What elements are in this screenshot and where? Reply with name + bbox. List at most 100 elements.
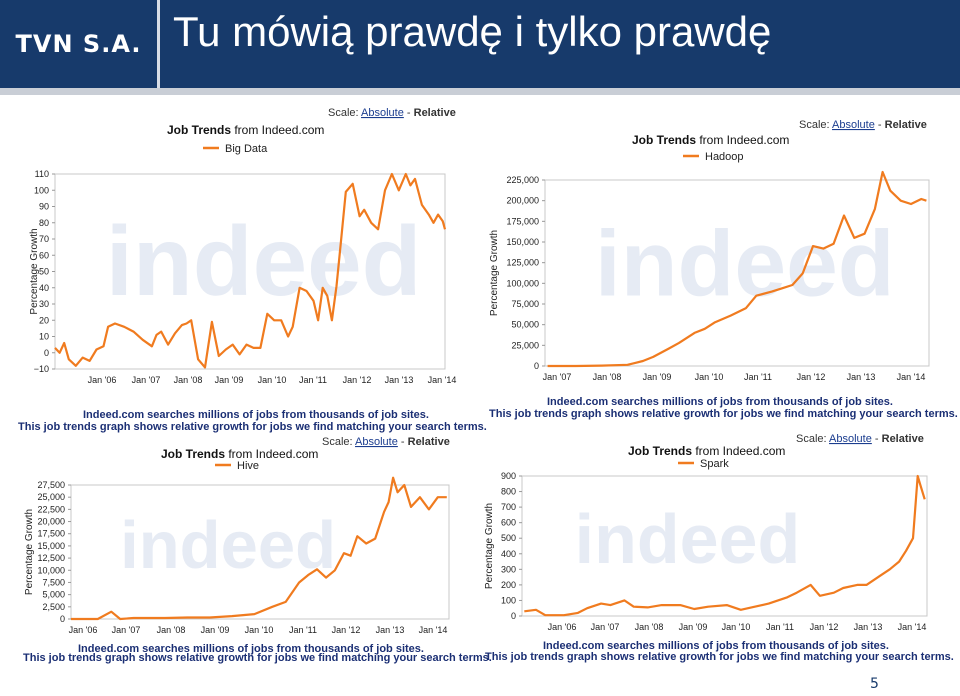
y-tick-label: 22,500 [37, 504, 65, 514]
y-tick-label: 10 [39, 332, 49, 342]
scale-relative: Relative [885, 119, 927, 131]
plot-area [544, 179, 930, 367]
indeed-watermark: indeed [575, 500, 801, 578]
footer-text-line2: This job trends graph shows relative gro… [18, 421, 487, 433]
y-tick-label: 5,000 [42, 590, 65, 600]
trend-chart: Scale: Absolute - Relative Job Trends fro… [23, 436, 492, 664]
x-tick-label: Jan '10 [258, 375, 287, 385]
x-tick-label: Jan '12 [343, 375, 372, 385]
y-tick-label: 50,000 [511, 320, 539, 330]
y-tick-label: 25,000 [37, 492, 65, 502]
x-tick-label: Jan '11 [744, 372, 772, 382]
x-tick-label: Jan '10 [245, 625, 274, 635]
scale-selector: Scale: Absolute - Relative [328, 107, 456, 119]
scale-selector: Scale: Absolute - Relative [322, 436, 450, 448]
indeed-watermark: indeed [120, 508, 336, 583]
scale-label: Scale: [799, 119, 832, 131]
y-axis-label: Percentage Growth [489, 230, 500, 316]
series-line-hive [71, 476, 447, 621]
slide-header [0, 0, 960, 88]
chart-title-main: Job Trends [628, 444, 692, 458]
chart-panel-spark: Scale: Absolute - Relative Job Trends fro… [478, 428, 954, 668]
y-tick-label: 175,000 [506, 216, 539, 226]
scale-absolute-link[interactable]: Absolute [361, 107, 404, 119]
x-tick-label: Jan '11 [299, 375, 327, 385]
y-tick-label: 200 [501, 580, 516, 590]
scale-selector: Scale: Absolute - Relative [799, 119, 927, 131]
y-tick-label: 600 [501, 518, 516, 528]
scale-absolute-link[interactable]: Absolute [829, 433, 872, 445]
y-tick-label: 27,500 [37, 480, 65, 490]
scale-label: Scale: [796, 433, 829, 445]
y-tick-label: 100 [501, 595, 516, 605]
scale-label: Scale: [322, 436, 355, 448]
y-tick-label: 2,500 [42, 602, 65, 612]
x-tick-label: Jan '09 [215, 375, 244, 385]
header-divider [157, 0, 160, 88]
y-tick-label: 50 [39, 267, 49, 277]
y-axis-label: Percentage Growth [484, 503, 495, 589]
legend-label: Hive [237, 460, 259, 472]
y-tick-label: 90 [39, 202, 49, 212]
y-tick-label: 400 [501, 549, 516, 559]
header-underline [0, 88, 960, 95]
x-tick-label: Jan '14 [419, 625, 448, 635]
scale-relative: Relative [414, 107, 456, 119]
y-tick-label: −10 [34, 364, 49, 374]
x-tick-label: Jan '08 [174, 375, 203, 385]
x-tick-label: Jan '06 [548, 622, 577, 632]
y-tick-label: 100,000 [506, 278, 539, 288]
y-tick-label: 25,000 [511, 340, 539, 350]
x-tick-label: Jan '10 [695, 372, 724, 382]
scale-absolute-link[interactable]: Absolute [832, 119, 875, 131]
x-tick-label: Jan '09 [679, 622, 708, 632]
x-tick-label: Jan '11 [766, 622, 794, 632]
y-tick-label: 30 [39, 299, 49, 309]
y-tick-label: 12,500 [37, 553, 65, 563]
scale-absolute-link[interactable]: Absolute [355, 436, 398, 448]
company-logo: TVN S.A. [0, 0, 157, 88]
chart-title: Job Trends from Indeed.com [628, 444, 785, 458]
trend-chart: Scale: Absolute - Relative Job Trends fro… [484, 433, 954, 663]
y-tick-label: 125,000 [506, 258, 539, 268]
x-tick-label: Jan '08 [593, 372, 622, 382]
indeed-watermark: indeed [595, 211, 895, 315]
chart-title-source: from Indeed.com [696, 133, 789, 147]
y-tick-label: 0 [60, 614, 65, 624]
logo-text: TVN S.A. [15, 30, 142, 58]
scale-label: Scale: [328, 107, 361, 119]
chart-title-main: Job Trends [161, 447, 225, 461]
x-tick-label: Jan '09 [643, 372, 672, 382]
x-tick-label: Jan '14 [428, 375, 457, 385]
y-tick-label: 70 [39, 234, 49, 244]
x-tick-label: Jan '13 [376, 625, 405, 635]
trend-chart: Scale: Absolute - Relative Job Trends fro… [489, 119, 958, 420]
trend-chart: Scale: Absolute - Relative Job Trends fro… [18, 107, 487, 433]
scale-relative: Relative [882, 433, 924, 445]
y-tick-label: 0 [511, 611, 516, 621]
y-tick-label: 15,000 [37, 541, 65, 551]
y-tick-label: 60 [39, 250, 49, 260]
x-tick-label: Jan '10 [722, 622, 751, 632]
chart-title-source: from Indeed.com [692, 444, 785, 458]
footer-text-line2: This job trends graph shows relative gro… [23, 652, 492, 664]
x-tick-label: Jan '12 [797, 372, 826, 382]
footer-text-line2: This job trends graph shows relative gro… [489, 408, 958, 420]
y-tick-label: 800 [501, 487, 516, 497]
footer-text-line2: This job trends graph shows relative gro… [485, 651, 954, 663]
series-line-big-data [54, 172, 447, 369]
scale-separator: - [398, 436, 408, 448]
chart-panel-hadoop: Scale: Absolute - Relative Job Trends fro… [487, 100, 958, 430]
chart-panel-hive: Scale: Absolute - Relative Job Trends fro… [15, 432, 492, 672]
footer-text-line1: Indeed.com searches millions of jobs fro… [78, 643, 424, 655]
x-tick-label: Jan '12 [332, 625, 361, 635]
chart-title-source: from Indeed.com [231, 123, 324, 137]
x-tick-label: Jan '13 [385, 375, 414, 385]
series-line-spark [524, 474, 926, 617]
chart-title: Job Trends from Indeed.com [161, 447, 318, 461]
x-tick-label: Jan '13 [854, 622, 883, 632]
scale-selector: Scale: Absolute - Relative [796, 433, 924, 445]
scale-separator: - [875, 119, 885, 131]
x-tick-label: Jan '08 [157, 625, 186, 635]
y-tick-label: 110 [35, 169, 49, 179]
